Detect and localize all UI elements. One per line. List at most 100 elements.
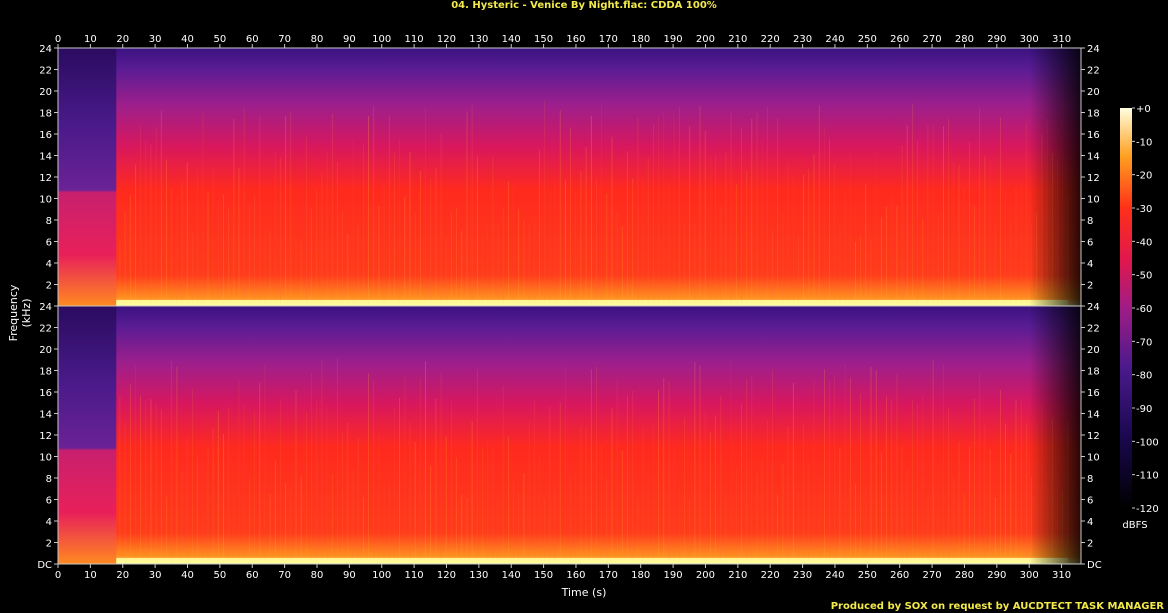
streak	[824, 369, 825, 564]
streak	[777, 118, 779, 306]
streak	[896, 374, 898, 564]
streak	[337, 161, 338, 306]
channel-2-intro	[58, 306, 117, 564]
streak	[461, 230, 463, 306]
streak	[813, 154, 815, 306]
streak	[1020, 184, 1022, 306]
streak	[912, 400, 913, 564]
x-tick-label-bottom: 80	[311, 570, 324, 581]
streak	[735, 468, 737, 564]
streak	[461, 494, 463, 564]
streak	[601, 444, 602, 564]
streak	[290, 112, 292, 306]
x-tick-label-top: 180	[631, 34, 650, 45]
x-tick-label-bottom: 260	[890, 570, 909, 581]
streak	[865, 487, 867, 564]
streak	[264, 230, 266, 306]
x-tick-label-bottom: 100	[372, 570, 391, 581]
y-tick-label-left: 20	[39, 345, 52, 356]
streak	[306, 136, 307, 306]
x-tick-label-bottom: 20	[116, 570, 129, 581]
streak	[331, 473, 333, 564]
streak	[611, 136, 613, 306]
x-tick-label-bottom: 200	[696, 570, 715, 581]
streak	[710, 156, 711, 306]
streak	[756, 470, 758, 564]
streak	[394, 153, 395, 306]
streak	[554, 182, 556, 306]
streak	[414, 213, 416, 306]
y-tick-label-right: DC	[1087, 560, 1102, 571]
streak	[829, 138, 830, 306]
streak	[917, 404, 918, 564]
x-tick-label-bottom: 250	[858, 570, 877, 581]
streak	[1005, 192, 1006, 306]
colorbar-tick-label: -90	[1136, 404, 1152, 415]
streak	[192, 388, 193, 564]
streak	[368, 373, 369, 564]
streak	[570, 476, 571, 564]
streak	[787, 426, 789, 564]
x-tick-label-top: 30	[149, 34, 162, 45]
streak	[715, 415, 716, 564]
streak	[730, 113, 732, 306]
y-tick-label-right: 18	[1087, 367, 1100, 378]
streak	[435, 398, 437, 564]
streak	[539, 149, 540, 306]
streak	[994, 224, 996, 306]
streak	[808, 465, 810, 564]
streak	[601, 103, 602, 306]
x-tick-label-bottom: 120	[437, 570, 456, 581]
y-tick-label-right: 22	[1087, 324, 1100, 335]
streak	[953, 476, 955, 564]
streak	[668, 381, 670, 564]
streak	[285, 483, 287, 564]
x-tick-label-bottom: 280	[955, 570, 974, 581]
streak	[979, 108, 981, 307]
streak	[715, 154, 716, 306]
streak	[969, 141, 970, 306]
streak	[388, 482, 390, 564]
y-tick-label-left: 18	[39, 367, 52, 378]
streak	[451, 212, 452, 306]
y-tick-label-left: DC	[37, 560, 52, 571]
streak	[834, 375, 836, 564]
y-tick-label-left: 12	[39, 173, 52, 184]
streak	[212, 168, 214, 306]
streak	[860, 393, 861, 564]
colorbar-tick-label: -50	[1136, 271, 1152, 282]
x-tick-label-bottom: 160	[566, 570, 585, 581]
streak	[668, 185, 670, 306]
streak	[249, 205, 250, 306]
streak	[135, 164, 136, 306]
streak	[181, 180, 183, 306]
colorbar-tick-label: -80	[1136, 371, 1152, 382]
streak	[331, 113, 333, 306]
x-tick-label-top: 60	[246, 34, 259, 45]
colorbar-tick-label: -120	[1136, 504, 1159, 515]
streak	[984, 156, 986, 306]
streak	[378, 433, 380, 564]
streak	[932, 123, 934, 307]
channel-1-bass-band	[116, 300, 1069, 306]
streak	[761, 139, 763, 306]
streak	[803, 423, 804, 564]
x-tick-label-bottom: 290	[987, 570, 1006, 581]
colorbar-tick-label: -30	[1136, 204, 1152, 215]
streak	[295, 240, 297, 306]
streak	[513, 185, 514, 306]
colorbar-tick-label: +0	[1136, 104, 1151, 115]
colorbar-tick-label: -10	[1136, 137, 1152, 148]
x-tick-label-top: 310	[1052, 34, 1071, 45]
streak	[300, 477, 302, 564]
streak	[285, 116, 287, 306]
streak	[637, 497, 639, 564]
chart-title: 04. Hysteric - Venice By Night.flac: CDD…	[451, 0, 717, 11]
y-tick-label-right: 20	[1087, 87, 1100, 98]
streak	[207, 447, 209, 564]
streak	[710, 432, 711, 564]
streak	[119, 396, 121, 564]
streak	[440, 134, 442, 306]
streak	[559, 402, 561, 564]
